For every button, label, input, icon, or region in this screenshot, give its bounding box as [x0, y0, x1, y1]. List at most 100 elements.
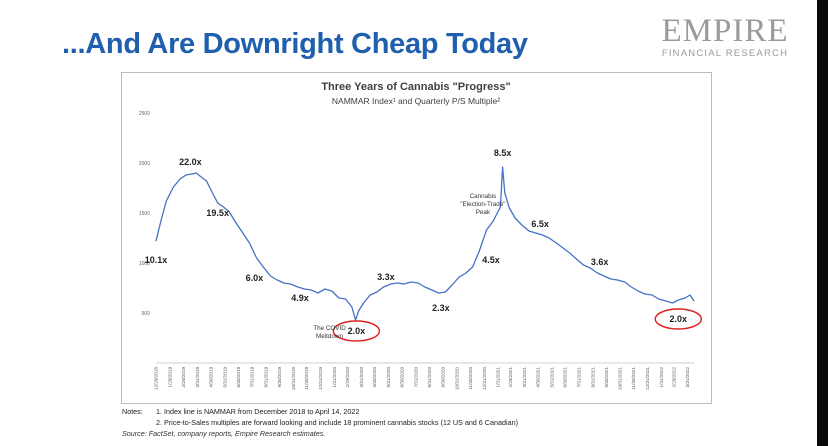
series-line-0 — [155, 166, 695, 321]
callout-text: The COVID — [313, 325, 346, 332]
data-point — [576, 258, 577, 260]
data-point — [431, 289, 433, 291]
data-point — [200, 176, 202, 178]
data-point — [417, 282, 419, 284]
x-tick-label: 3/31/2021 — [522, 367, 527, 388]
brand-subtitle: FINANCIAL RESEARCH — [661, 48, 789, 59]
x-tick-label: 2/29/2020 — [345, 367, 350, 388]
chart-subtitle: NAMMAR Index¹ and Quarterly P/S Multiple… — [332, 96, 500, 106]
data-point — [665, 300, 667, 302]
data-point — [369, 294, 371, 296]
notes-label-spacer — [122, 417, 156, 428]
x-tick-label: 11/30/2020 — [468, 367, 473, 390]
data-point — [242, 232, 244, 234]
y-tick-label: 1500 — [139, 211, 150, 217]
x-tick-label: 10/31/2021 — [618, 367, 623, 390]
data-point — [376, 291, 378, 293]
note-row-1: Notes: 1. Index line is NAMMAR from Dece… — [122, 406, 722, 417]
multiple-label: 10.1x — [145, 255, 168, 265]
data-point — [693, 300, 695, 302]
x-tick-label: 3/31/2019 — [195, 367, 200, 388]
data-point — [617, 279, 618, 281]
window-edge — [817, 0, 828, 446]
x-tick-label: 11/30/2021 — [631, 367, 636, 390]
data-point — [424, 286, 426, 288]
data-point — [228, 211, 230, 213]
x-tick-label: 9/30/2019 — [277, 367, 282, 388]
data-point — [508, 207, 510, 209]
data-point — [478, 250, 480, 252]
x-tick-label: 12/31/2019 — [318, 367, 323, 390]
data-point — [173, 186, 174, 188]
data-point — [217, 202, 219, 204]
data-point — [528, 230, 530, 232]
data-point — [304, 288, 305, 290]
data-point — [465, 272, 467, 274]
multiple-label: 8.5x — [494, 148, 512, 158]
highlight-circle — [332, 320, 381, 342]
x-tick-label: 4/30/2019 — [209, 367, 214, 388]
multiple-label: 2.0x — [348, 326, 366, 336]
data-point — [451, 284, 453, 286]
data-point — [283, 282, 285, 284]
note-2: 2. Price-to-Sales multiples are forward … — [156, 418, 518, 427]
data-point — [472, 266, 473, 268]
note-row-2: 2. Price-to-Sales multiples are forward … — [122, 417, 722, 428]
y-tick-label: 1000 — [139, 261, 150, 267]
multiple-label: 4.5x — [482, 255, 500, 265]
chart-frame: Three Years of Cannabis "Progress" NAMMAR… — [121, 72, 712, 404]
x-tick-label: 7/31/2021 — [577, 367, 582, 388]
data-point — [548, 237, 550, 239]
data-point — [297, 286, 299, 288]
data-point — [624, 281, 626, 283]
x-tick-label: 1/31/2020 — [332, 367, 337, 388]
data-point — [358, 310, 359, 312]
data-point — [355, 319, 356, 321]
data-point — [535, 232, 537, 234]
x-tick-label: 2/28/2022 — [671, 367, 676, 388]
data-point — [486, 229, 487, 231]
x-tick-label: 2/28/2021 — [508, 367, 513, 388]
data-point — [597, 272, 598, 274]
data-point — [444, 291, 446, 293]
data-point — [191, 173, 193, 175]
x-tick-label: 7/31/2019 — [250, 367, 255, 388]
callout-text: Peak — [476, 209, 491, 216]
multiple-label: 6.0x — [246, 273, 264, 283]
x-tick-label: 6/30/2020 — [400, 367, 405, 388]
data-point — [458, 276, 460, 278]
data-point — [324, 288, 326, 290]
data-point — [644, 293, 646, 295]
x-tick-label: 12/31/2021 — [645, 367, 650, 390]
source-note: Source: FactSet, company reports, Empire… — [122, 429, 326, 438]
data-point — [514, 217, 516, 219]
data-point — [603, 275, 605, 277]
x-tick-label: 5/31/2019 — [222, 367, 227, 388]
data-point — [276, 279, 278, 281]
data-point — [211, 190, 212, 192]
brand-logo: EMPIRE FINANCIAL RESEARCH — [640, 14, 810, 59]
data-point — [363, 302, 364, 304]
chart-title: Three Years of Cannabis "Progress" — [321, 81, 510, 93]
multiple-label: 3.3x — [377, 272, 395, 282]
data-point — [345, 298, 346, 300]
y-tick-label: 2500 — [139, 111, 150, 117]
x-tick-label: 8/31/2021 — [590, 367, 595, 388]
multiple-label: 2.0x — [670, 314, 688, 324]
data-point — [262, 266, 264, 268]
data-point — [684, 297, 686, 299]
data-point — [569, 252, 571, 254]
data-point — [383, 286, 384, 288]
x-tick-label: 4/30/2021 — [535, 367, 540, 388]
x-tick-label: 3/31/2022 — [685, 367, 690, 388]
chart-notes: Notes: 1. Index line is NAMMAR from Dece… — [122, 406, 722, 439]
data-point — [677, 299, 679, 301]
data-point — [672, 302, 673, 304]
data-point — [492, 220, 494, 222]
data-point — [651, 294, 653, 296]
brand-name: EMPIRE — [661, 13, 789, 49]
data-point — [249, 242, 250, 244]
data-point — [290, 283, 291, 285]
x-tick-label: 6/30/2019 — [236, 367, 241, 388]
data-point — [500, 206, 501, 208]
